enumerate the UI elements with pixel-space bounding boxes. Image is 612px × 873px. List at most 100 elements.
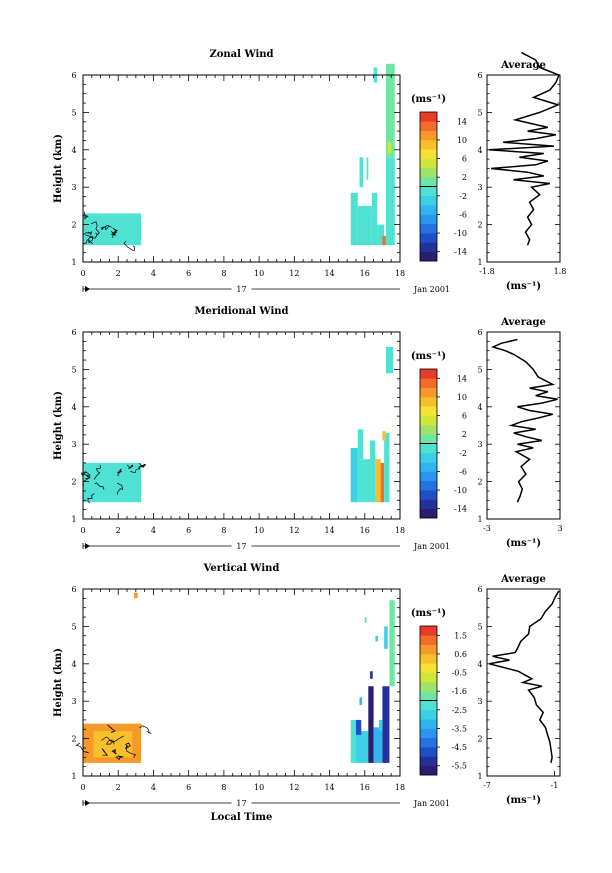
panel-title: Vertical Wind [203, 563, 280, 574]
contour-line [101, 735, 124, 742]
colorbar-swatch [420, 490, 437, 500]
heatmap-cell [366, 157, 369, 180]
y-tick-label: 4 [71, 660, 76, 669]
average-profile: Average 1 2 3 4 5 6 -1.8 1.8 (ms⁻¹) [477, 51, 567, 292]
colorbar-swatch [420, 121, 437, 131]
colorbar-swatch [420, 747, 437, 757]
heatmap-cell [355, 731, 369, 763]
average-y-tick-label: 5 [477, 365, 482, 374]
average-y-tick-label: 3 [477, 440, 482, 449]
colorbar-swatch [420, 737, 437, 748]
colorbar-swatch [420, 635, 437, 645]
average-x-tick-label: 1.8 [554, 267, 567, 276]
colorbar: (ms⁻¹) 1.5 0.6 -0.5 -1.6 -2.5 -3.5 -4.5 -5.5 [411, 608, 467, 776]
heatmap-cells [83, 346, 393, 503]
colorbar-swatch [420, 691, 437, 701]
contour-lines [83, 211, 136, 252]
y-tick-label: 5 [71, 622, 76, 631]
contour-line [75, 742, 89, 754]
y-tick-label: 5 [71, 108, 76, 117]
colorbar-swatch [420, 452, 437, 463]
y-ticks [83, 331, 400, 520]
contour-line [115, 755, 124, 761]
y-tick-label: 2 [71, 221, 76, 230]
day-axis-arrow [85, 543, 90, 549]
average-x-tick-label: -1.8 [479, 267, 494, 276]
x-ticks [82, 589, 401, 776]
heatmap-cell [359, 157, 364, 188]
average-y-tick-label: 1 [477, 772, 482, 781]
average-line [489, 590, 560, 764]
contour-line [111, 749, 117, 755]
heatmap-cell [382, 686, 390, 763]
contour-line [124, 744, 136, 758]
x-tick-label: 12 [289, 526, 299, 535]
average-y-tick-label: 3 [477, 183, 482, 192]
y-tick-label: 4 [71, 403, 76, 412]
x-tick-label: 2 [116, 783, 121, 792]
average-y-tick-label: 6 [477, 585, 482, 594]
colorbar-swatch [420, 396, 437, 407]
x-tick-label: 14 [324, 783, 334, 792]
contour-line [81, 471, 91, 477]
colorbar-swatch [420, 672, 437, 683]
contour-line [124, 742, 131, 749]
y-axis-label: Height (km) [53, 391, 64, 460]
y-tick-label: 3 [71, 440, 76, 449]
heatmap-cell [350, 719, 356, 763]
heatmap-cell [357, 205, 372, 246]
colorbar-swatch [420, 158, 437, 169]
x-axis-label: Local Time [211, 812, 273, 823]
average-title: Average [500, 574, 546, 585]
day-label: 17 [236, 799, 246, 808]
contour-line [90, 221, 100, 237]
heatmap-cell [371, 213, 378, 246]
average-profile: Average 1 2 3 4 5 6 -3 3 (ms⁻¹) [477, 317, 562, 549]
x-tick-label: 16 [360, 526, 370, 535]
x-tick-label: 6 [186, 269, 191, 278]
panel-title: Meridional Wind [194, 306, 288, 317]
heatmap-cell [385, 63, 395, 158]
colorbar-unit: (ms⁻¹) [411, 608, 446, 619]
average-x-tick-label: -3 [483, 524, 491, 533]
colorbar-swatch [420, 626, 437, 636]
heatmap-cell [377, 224, 385, 246]
day-axis-arrow [85, 800, 90, 806]
colorbar-swatch [420, 214, 437, 225]
colorbar-swatch [420, 177, 437, 187]
colorbar-swatch [420, 508, 437, 519]
x-tick-label: 10 [254, 526, 264, 535]
colorbar-tick-label: -1.6 [452, 687, 467, 696]
average-y-tick-label: 3 [477, 697, 482, 706]
colorbar-swatch [420, 681, 437, 692]
heatmap-cell [378, 719, 383, 732]
colorbar-tick-label: -10 [454, 486, 467, 495]
colorbar-tick-label: 14 [457, 374, 467, 383]
colorbar-swatch [420, 130, 437, 141]
heatmap-cell [384, 432, 390, 503]
contour-line [101, 748, 108, 756]
x-tick-label: 18 [395, 526, 405, 535]
x-ticks [82, 75, 401, 262]
average-profile: Average 1 2 3 4 5 6 -7 -1 (ms⁻¹) [477, 574, 561, 806]
contour-line [126, 464, 134, 470]
contour-line [123, 240, 136, 252]
contour-line [105, 739, 115, 745]
heatmap-cell [385, 157, 395, 246]
colorbar-swatch [420, 195, 437, 206]
colorbar-tick-label: 10 [457, 136, 467, 145]
contour-line [94, 482, 105, 490]
colorbar-swatch [420, 424, 437, 435]
x-tick-label: 0 [80, 783, 85, 792]
y-tick-label: 6 [71, 585, 76, 594]
x-tick-label: 18 [395, 269, 405, 278]
x-tick-label: 2 [116, 526, 121, 535]
heatmap-cells [83, 592, 395, 763]
average-y-tick-label: 5 [477, 108, 482, 117]
heatmap-cell [375, 635, 378, 642]
y-tick-label: 1 [71, 772, 76, 781]
colorbar-swatch [420, 223, 437, 234]
average-x-tick-label: -7 [483, 781, 491, 790]
